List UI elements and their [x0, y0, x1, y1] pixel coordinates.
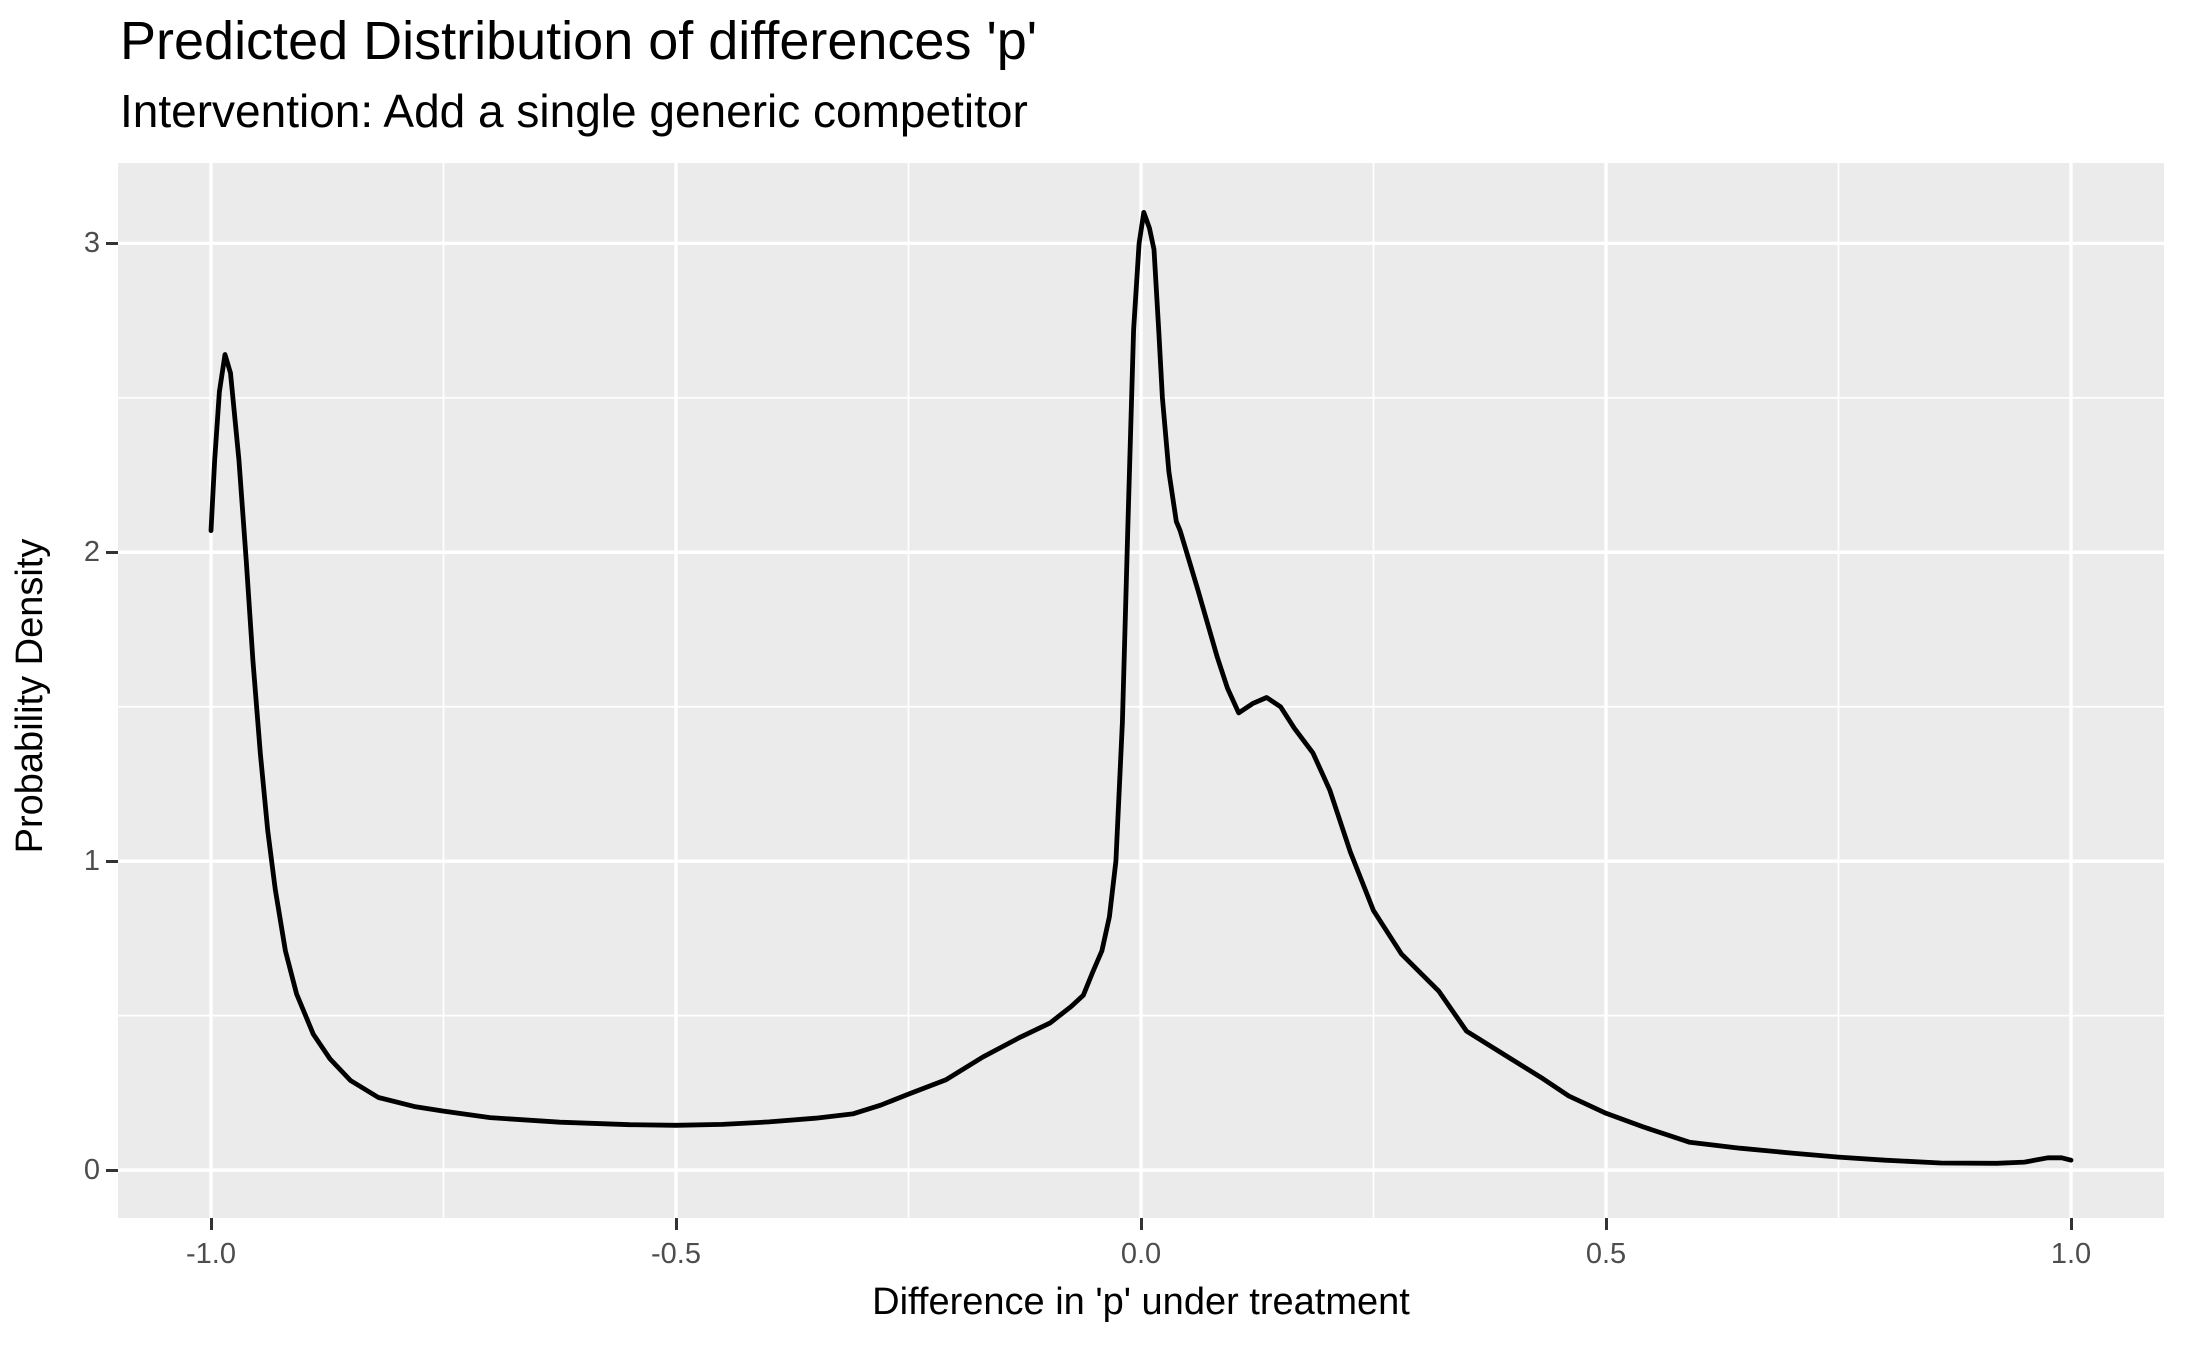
x-tick-mark: [2069, 1218, 2073, 1230]
x-axis-title: Difference in 'p' under treatment: [872, 1281, 1410, 1323]
y-tick-mark: [106, 241, 118, 245]
x-tick-label: 1.0: [2050, 1238, 2092, 1270]
x-tick-label: 0.0: [1120, 1238, 1162, 1270]
y-tick-mark: [106, 1168, 118, 1172]
y-tick-label: 0: [83, 1154, 100, 1187]
y-tick-mark: [106, 859, 118, 863]
x-tick-label: -1.0: [186, 1238, 236, 1270]
plot-panel: [118, 163, 2164, 1218]
x-tick-mark: [1139, 1218, 1143, 1230]
plot-title: Predicted Distribution of differences 'p…: [120, 11, 1038, 71]
density-curve: [208, 210, 2074, 1166]
y-tick-label: 2: [83, 536, 100, 569]
y-axis-title: Probability Density: [9, 538, 51, 854]
y-tick-label: 3: [83, 227, 100, 260]
y-tick-mark: [106, 550, 118, 554]
y-tick-label: 1: [83, 845, 100, 878]
x-tick-mark: [1604, 1218, 1608, 1230]
x-tick-mark: [674, 1218, 678, 1230]
x-tick-label: 0.5: [1585, 1238, 1627, 1270]
chart-canvas: [118, 163, 2164, 1218]
x-tick-label: -0.5: [651, 1238, 701, 1270]
x-tick-mark: [209, 1218, 213, 1230]
plot-subtitle: Intervention: Add a single generic compe…: [120, 85, 1028, 137]
